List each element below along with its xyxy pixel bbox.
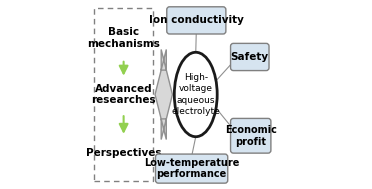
- Text: Low-temperature
performance: Low-temperature performance: [144, 158, 239, 179]
- Text: Basic
mechanisms: Basic mechanisms: [87, 27, 160, 49]
- Text: Perspectives: Perspectives: [86, 148, 161, 158]
- Text: High-
voltage
aqueous
electrolyte: High- voltage aqueous electrolyte: [171, 73, 220, 116]
- FancyBboxPatch shape: [94, 8, 153, 181]
- FancyBboxPatch shape: [231, 43, 269, 70]
- Text: Safety: Safety: [231, 52, 269, 62]
- Text: Advanced
researches: Advanced researches: [91, 84, 156, 105]
- Text: Economic
profit: Economic profit: [225, 125, 277, 147]
- FancyBboxPatch shape: [167, 7, 226, 34]
- Polygon shape: [155, 50, 173, 139]
- FancyBboxPatch shape: [155, 154, 228, 183]
- FancyBboxPatch shape: [231, 119, 271, 153]
- Text: Ion conductivity: Ion conductivity: [149, 15, 244, 25]
- Ellipse shape: [174, 52, 217, 137]
